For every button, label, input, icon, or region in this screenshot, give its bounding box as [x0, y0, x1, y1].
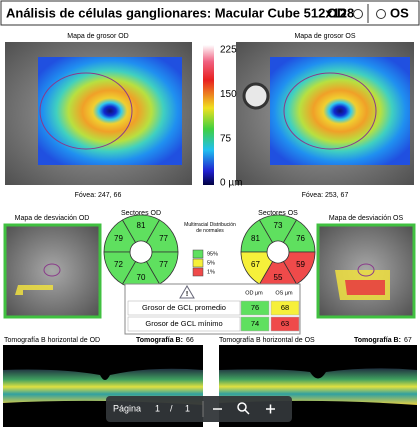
legend-label: 5%	[207, 260, 215, 266]
sector-value: 81	[251, 234, 260, 243]
retina-layers	[219, 368, 417, 405]
bscan-value: 67	[404, 337, 412, 344]
sector-value: 81	[137, 221, 146, 230]
row-cell	[127, 316, 241, 332]
retina-layers	[3, 368, 203, 405]
page-input[interactable]: 1	[155, 403, 160, 413]
sector-value: 73	[274, 221, 283, 230]
sector-value: 72	[114, 260, 123, 269]
value-cell	[270, 316, 300, 332]
sector-value: 59	[296, 260, 305, 269]
sector	[282, 251, 316, 285]
report-title: Análisis de células ganglionares: Macula…	[6, 5, 354, 20]
legend-label: 95%	[207, 251, 218, 257]
page-label: Página	[113, 403, 141, 413]
map-title: Mapa de grosor OD	[67, 33, 128, 40]
scale-label: 0 µm	[220, 178, 242, 189]
value-cell	[240, 300, 270, 316]
sector	[103, 251, 137, 285]
value-cell	[270, 300, 300, 316]
scale-label: 225	[220, 45, 237, 56]
legend-title-text: Multirracial Distribución de normales	[184, 222, 236, 234]
sector	[240, 219, 274, 253]
color-scale	[203, 45, 214, 185]
od-radio[interactable]	[353, 9, 363, 19]
value-cell	[240, 316, 270, 332]
sector-value: 76	[296, 234, 305, 243]
value: 63	[281, 319, 289, 328]
deviation-patch	[345, 280, 385, 295]
sector	[282, 219, 316, 253]
fovea-label: Fóvea: 253, 67	[302, 192, 349, 199]
table-header: OS µm	[275, 290, 293, 296]
deviation-map	[3, 223, 102, 319]
scale-label: 150	[220, 89, 237, 100]
sector	[103, 219, 137, 253]
page-separator: /	[170, 403, 173, 413]
warning-mark: !	[186, 291, 188, 298]
thickness-heatmap	[270, 57, 410, 165]
fovea-ellipse	[43, 263, 61, 277]
table-header: OD µm	[245, 290, 263, 296]
sector-value: 77	[159, 234, 168, 243]
header-bar	[0, 0, 420, 26]
os-label: OS	[390, 5, 409, 20]
sector	[145, 251, 179, 285]
map-title: Mapa de grosor OS	[294, 33, 355, 40]
warning-icon	[179, 285, 195, 299]
map-title: Mapa de desviación OS	[329, 215, 404, 222]
sector	[240, 251, 274, 285]
row-cell	[127, 300, 241, 316]
legend-swatch	[192, 249, 204, 259]
sector-ellipse	[39, 72, 133, 150]
row-label: Grosor de GCL mínimo	[145, 319, 222, 328]
sector-value: 70	[137, 273, 146, 282]
fovea-label: Fóvea: 247, 66	[75, 192, 122, 199]
optic-disc	[242, 82, 270, 110]
value: 74	[251, 319, 259, 328]
sector-ellipse	[283, 72, 377, 150]
bscan-title: Tomografía B horizontal de OD	[4, 337, 100, 344]
bscan-label: Tomografía B:	[136, 337, 183, 344]
scale-label: 75	[220, 133, 232, 144]
zoom-button[interactable]	[237, 402, 250, 415]
os-radio[interactable]	[376, 9, 386, 19]
bscan-value: 66	[186, 337, 194, 344]
sector-value: 79	[114, 234, 123, 243]
value: 68	[281, 303, 289, 312]
legend-swatch	[192, 267, 204, 277]
map-title: Mapa de desviación OD	[15, 215, 90, 222]
sectors-title: Sectores OS	[258, 210, 298, 217]
sectors-title: Sectores OD	[121, 210, 161, 217]
thickness-heatmap	[38, 57, 182, 165]
deviation-patch	[15, 285, 53, 295]
legend-label: 1%	[207, 269, 215, 275]
value: 76	[251, 303, 259, 312]
sector-value: 67	[251, 260, 260, 269]
fovea-ellipse	[357, 263, 375, 277]
zoom-in-button[interactable]	[266, 404, 275, 414]
sector-value: 77	[159, 260, 168, 269]
bscan-title: Tomografía B horizontal de OS	[219, 337, 315, 344]
page-total: 1	[185, 403, 190, 413]
sector-value: 55	[274, 273, 283, 282]
row-label: Grosor de GCL promedio	[142, 303, 226, 312]
legend-title: Multirracial Distribución de normales	[184, 222, 236, 234]
od-label: OD	[327, 5, 347, 20]
pdf-toolbar	[106, 396, 292, 422]
sector	[145, 219, 179, 253]
legend-swatch	[192, 258, 204, 268]
bscan-label: Tomografía B:	[354, 337, 401, 344]
